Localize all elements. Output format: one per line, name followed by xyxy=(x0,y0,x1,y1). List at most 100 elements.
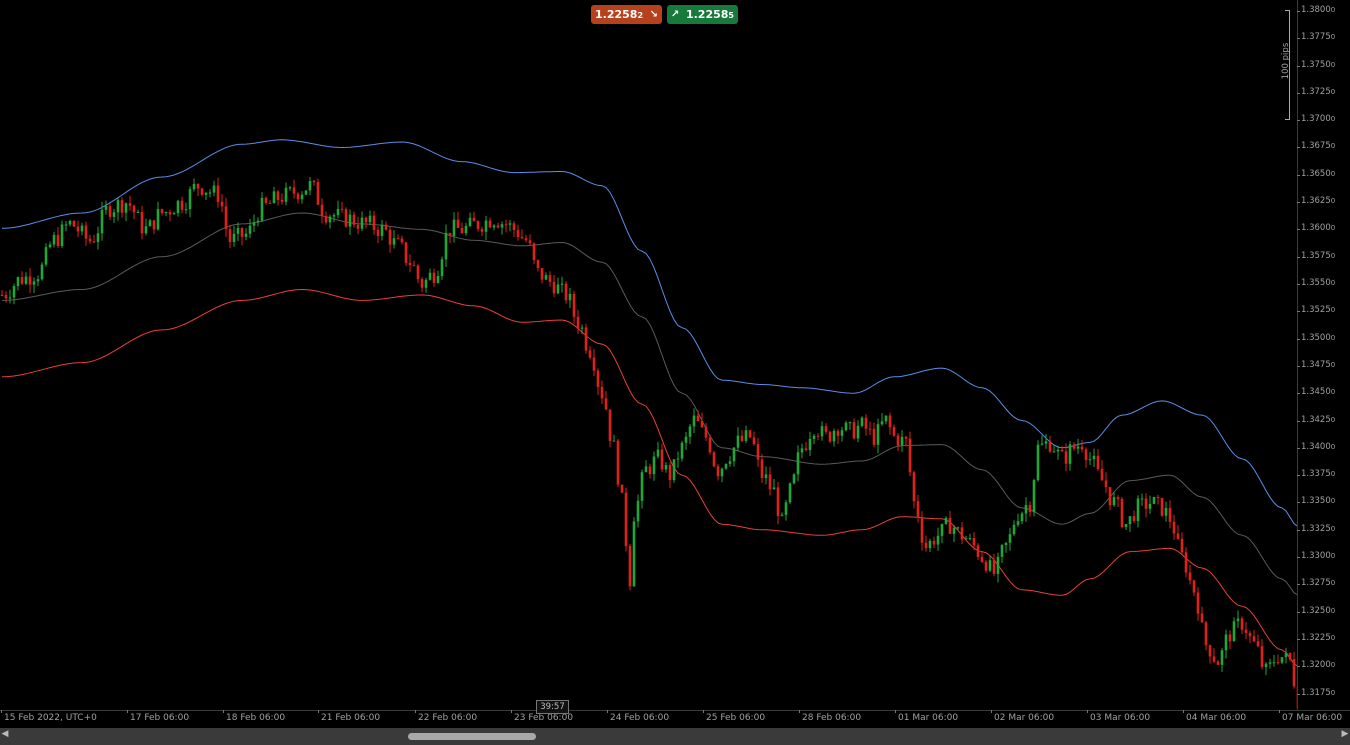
candle-body xyxy=(576,316,580,329)
candle-body xyxy=(644,466,648,473)
bullish-candle xyxy=(1068,440,1072,471)
bearish-candle xyxy=(600,380,604,404)
bullish-candle xyxy=(304,190,308,196)
bearish-candle xyxy=(1028,501,1032,517)
bullish-candle xyxy=(900,430,904,452)
candle-body xyxy=(56,234,60,247)
bullish-candle xyxy=(368,210,372,226)
bullish-candle xyxy=(156,201,160,231)
candle-body xyxy=(940,523,944,536)
candle-body xyxy=(1212,656,1216,662)
pips-scale-bracket xyxy=(1285,10,1290,120)
bullish-candle xyxy=(1012,520,1016,537)
candle-body xyxy=(352,214,356,225)
candle-body xyxy=(8,297,12,299)
bullish-candle xyxy=(336,200,340,219)
candle-body xyxy=(328,216,332,223)
bearish-candle xyxy=(420,276,424,293)
bearish-candle xyxy=(28,268,32,294)
lower-band-line xyxy=(1,288,1297,667)
candle-body xyxy=(248,225,252,234)
bearish-candle xyxy=(264,196,268,205)
candle-body xyxy=(76,226,80,232)
bullish-candle xyxy=(1136,495,1140,528)
bullish-candle xyxy=(116,197,120,221)
candle-body xyxy=(384,224,388,230)
price-tick-label: 1.35500 xyxy=(1301,278,1336,288)
time-tick-mark xyxy=(1183,710,1184,713)
sell-button[interactable]: 1.22582 ↘ xyxy=(591,5,662,24)
bullish-candle xyxy=(1016,513,1020,527)
candle-body xyxy=(780,514,784,516)
candle-body xyxy=(216,185,220,202)
time-axis[interactable] xyxy=(0,710,1350,728)
buy-button[interactable]: ↗ 1.22585 xyxy=(667,5,738,24)
bearish-candle xyxy=(132,204,136,220)
bearish-candle xyxy=(604,390,608,411)
candle-body xyxy=(148,220,152,227)
candle-body xyxy=(496,225,500,228)
candle-body xyxy=(632,521,636,587)
candle-body xyxy=(660,449,664,470)
candle-body xyxy=(616,440,620,485)
candle-body xyxy=(676,458,680,460)
bearish-candle xyxy=(824,423,828,435)
bearish-candle xyxy=(1120,497,1124,529)
bearish-candle xyxy=(980,551,984,564)
horizontal-scrollbar[interactable] xyxy=(0,728,1350,745)
bullish-candle xyxy=(148,218,152,227)
candle-body xyxy=(772,487,776,490)
bullish-candle xyxy=(560,276,564,293)
triangle-left-icon[interactable]: ◀ xyxy=(1,729,9,739)
candle-body xyxy=(1164,508,1168,516)
bearish-candle xyxy=(84,221,88,247)
candle-body xyxy=(460,228,464,234)
bullish-candle xyxy=(928,538,932,552)
bullish-candle xyxy=(24,272,28,286)
candle-body xyxy=(692,415,696,427)
candle-body xyxy=(44,247,48,265)
candle-body xyxy=(924,542,928,549)
candle-body xyxy=(24,276,28,284)
candle-body xyxy=(488,220,492,228)
candle-body xyxy=(820,426,824,437)
bullish-candle xyxy=(796,445,800,482)
triangle-right-icon[interactable]: ▶ xyxy=(1341,729,1349,739)
candle-body xyxy=(440,259,444,277)
candle-body xyxy=(192,183,196,190)
bullish-candle xyxy=(40,262,44,281)
candle-body xyxy=(956,527,960,529)
bearish-candle xyxy=(1108,487,1112,511)
price-chart[interactable] xyxy=(0,0,1297,710)
bullish-candle xyxy=(956,526,960,531)
price-axis[interactable] xyxy=(1297,0,1350,710)
bullish-candle xyxy=(1284,647,1288,664)
candle-body xyxy=(348,214,352,227)
candle-body xyxy=(628,546,632,587)
bearish-candle xyxy=(1156,494,1160,505)
bearish-candle xyxy=(496,222,500,229)
candle-body xyxy=(228,229,232,242)
candle-body xyxy=(892,427,896,436)
bearish-candle xyxy=(228,224,232,249)
bearish-candle xyxy=(1276,654,1280,665)
bearish-candle xyxy=(168,209,172,222)
scrollbar-thumb[interactable] xyxy=(408,733,536,740)
bullish-candle xyxy=(332,213,336,223)
candle-body xyxy=(960,527,964,540)
bearish-candle xyxy=(1144,493,1148,518)
price-tick-mark xyxy=(1297,420,1300,422)
bearish-candle xyxy=(584,323,588,354)
bearish-candle xyxy=(296,192,300,204)
candle-body xyxy=(188,189,192,210)
bearish-candle xyxy=(920,511,924,551)
bullish-candle xyxy=(16,276,20,291)
bearish-candle xyxy=(1116,495,1120,507)
bearish-candle xyxy=(340,201,344,213)
candle-body xyxy=(1096,455,1100,469)
candle-body xyxy=(492,225,496,228)
candle-body xyxy=(388,229,392,245)
candle-body xyxy=(708,437,712,453)
candle-body xyxy=(12,286,16,298)
bullish-candle xyxy=(644,460,648,473)
